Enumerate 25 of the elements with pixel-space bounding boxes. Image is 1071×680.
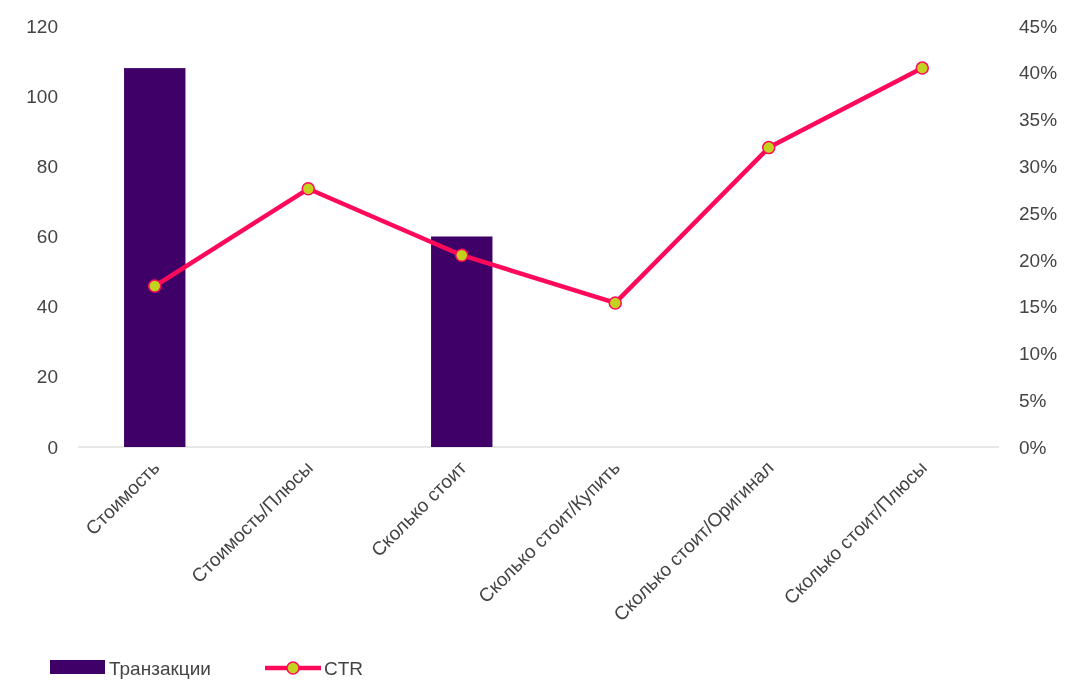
y-tick-label: 40 — [36, 296, 58, 318]
point — [915, 61, 929, 75]
point — [301, 182, 315, 196]
y-tick-label: 0 — [47, 436, 58, 458]
y2-tick-label: 5% — [1019, 389, 1047, 411]
y-tick-label: 20 — [36, 366, 58, 388]
y2-tick-label: 10% — [1019, 343, 1058, 365]
point — [455, 248, 469, 262]
y-tick-label: 80 — [36, 155, 58, 177]
y2-tick-label: 45% — [1019, 15, 1058, 37]
y2-tick-label: 35% — [1019, 109, 1058, 131]
y2-tick-label: 15% — [1019, 296, 1058, 318]
point — [148, 279, 162, 293]
y2-tick-label: 20% — [1019, 249, 1058, 271]
y-tick-label: 60 — [36, 226, 58, 248]
point — [608, 296, 622, 310]
y-tick-label: 120 — [26, 15, 58, 37]
legend-label: CTR — [324, 657, 364, 679]
y2-tick-label: 0% — [1019, 436, 1047, 458]
y-tick-label: 100 — [26, 85, 58, 107]
point — [762, 140, 776, 155]
y2-tick-label: 30% — [1019, 155, 1058, 177]
legend-label: Транзакции — [109, 657, 211, 679]
y2-tick-label: 40% — [1019, 62, 1058, 84]
y2-tick-label: 25% — [1019, 202, 1058, 224]
